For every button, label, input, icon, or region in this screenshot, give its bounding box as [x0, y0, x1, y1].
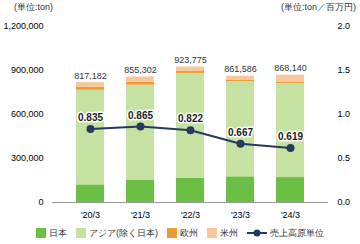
svg-text:0.667: 0.667: [228, 127, 253, 138]
html-text:アジア(除く日本): アジア(除く日本): [89, 227, 158, 238]
svg-text:0.865: 0.865: [128, 110, 153, 121]
svg-text:0: 0: [38, 197, 43, 207]
svg-text:0.619: 0.619: [278, 131, 303, 142]
svg-text:0.835: 0.835: [78, 112, 103, 123]
svg-text:600,000: 600,000: [11, 109, 44, 119]
svg-text:1.0: 1.0: [338, 109, 351, 119]
svg-text:'22/3: '22/3: [181, 210, 200, 220]
svg-text:1.5: 1.5: [338, 65, 351, 75]
html-text:欧州: 欧州: [180, 227, 198, 238]
svg-text:0.5: 0.5: [338, 153, 351, 163]
html-text:日本: 日本: [49, 227, 67, 238]
svg-text:923,775: 923,775: [174, 55, 207, 65]
html-text:売上高原単位: 売上高原単位: [270, 227, 324, 238]
svg-text:0.0: 0.0: [338, 197, 351, 207]
svg-text:855,302: 855,302: [124, 65, 157, 75]
svg-text:1,200,000: 1,200,000: [3, 21, 43, 31]
svg-text:900,000: 900,000: [11, 65, 44, 75]
svg-text:817,182: 817,182: [74, 71, 107, 81]
html-text:米州: 米州: [220, 227, 238, 238]
html-text:(単位:ton／百万円): (単位:ton／百万円): [281, 2, 356, 12]
html-text:(単位:ton): (単位:ton): [14, 2, 53, 12]
svg-text:868,140: 868,140: [274, 63, 307, 73]
svg-text:'23/3: '23/3: [231, 210, 250, 220]
svg-text:'20/3: '20/3: [81, 210, 100, 220]
svg-text:300,000: 300,000: [11, 153, 44, 163]
svg-text:2.0: 2.0: [338, 21, 351, 31]
svg-text:'24/3: '24/3: [281, 210, 300, 220]
svg-text:0.822: 0.822: [178, 113, 203, 124]
svg-text:'21/3: '21/3: [131, 210, 150, 220]
svg-text:861,586: 861,586: [224, 64, 257, 74]
